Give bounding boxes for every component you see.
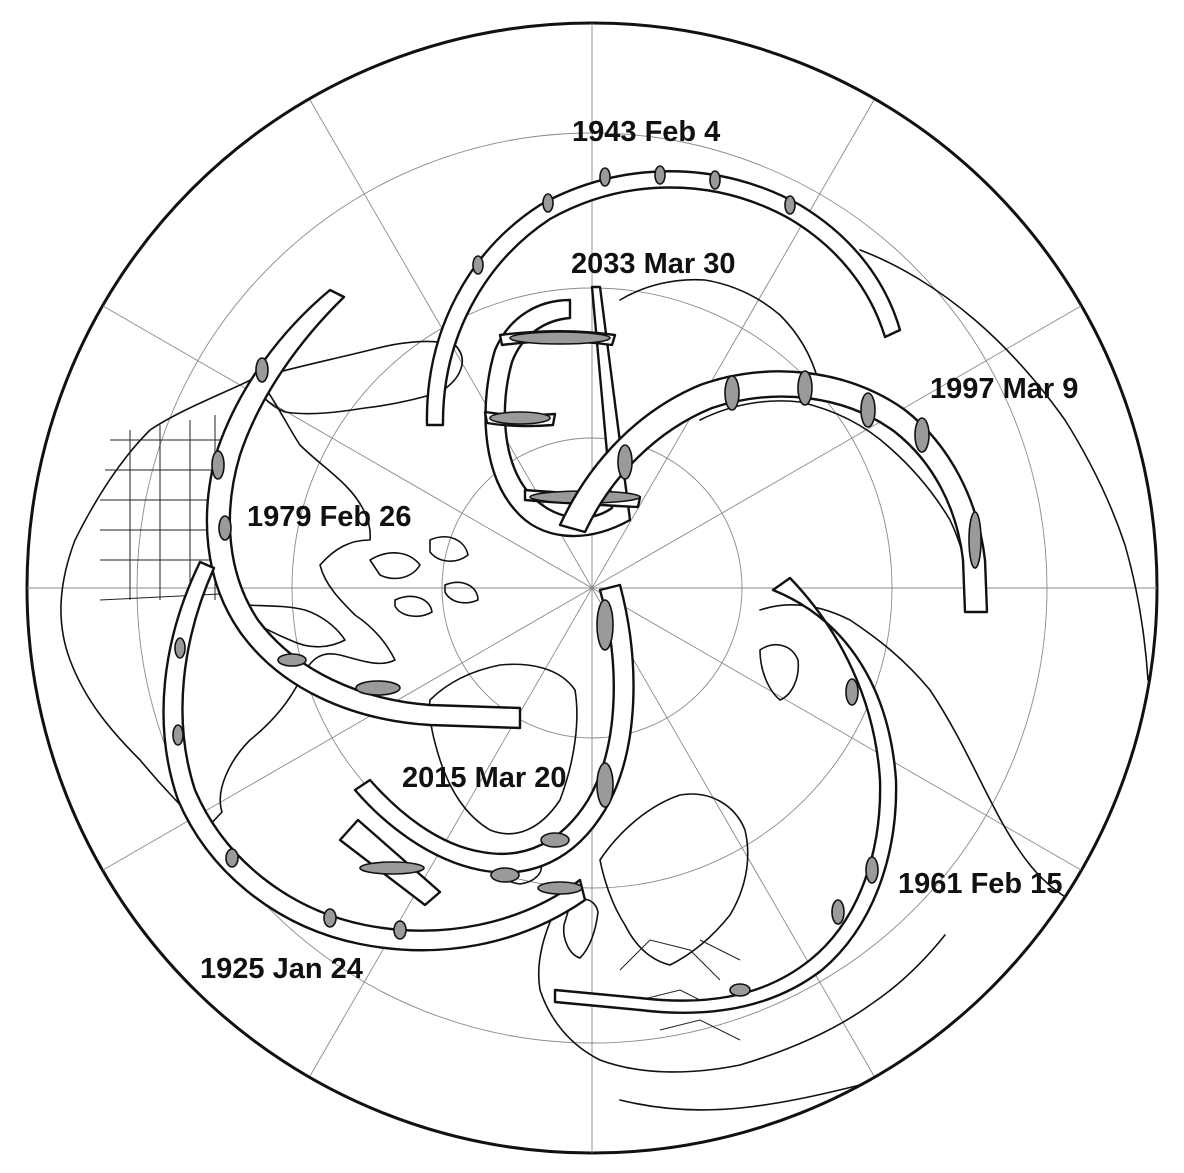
us-canada-border [99,593,221,601]
eclipse-label: 1925 Jan 24 [200,953,363,985]
eclipse-path [205,288,522,730]
totality-patch [599,167,611,187]
totality-patch [729,983,751,997]
europe-coast [537,899,946,1073]
asia-east-coast [859,249,1149,681]
eclipse-track-1997-mar-9 [558,370,989,614]
eclipse-path [162,560,587,952]
totality-patch [654,165,666,185]
eclipse-track-2015-mar-20 [338,583,635,907]
totality-patch [172,724,184,746]
canadian-arctic-islands [369,536,479,618]
totality-patch [255,357,269,383]
siberia-coast [699,400,973,596]
europe-borders [619,939,741,1041]
totality-patch [509,331,611,345]
totality-patch [709,170,721,190]
totality-patch [542,193,554,213]
totality-patch [355,680,401,696]
eurasia-north-coast [759,604,1101,916]
totality-patch [211,450,225,480]
coastlines [60,249,1149,1111]
political-borders [99,415,741,1041]
scandinavia-coast [599,793,749,966]
eclipse-track-1961-feb-15 [553,576,898,1014]
eclipse-path [353,583,635,874]
eclipse-track-1943-feb-4 [425,165,902,427]
totality-patch [489,411,551,425]
eclipse-path [425,170,902,427]
eclipse-track-1979-feb-26 [205,288,522,730]
alaska-coast [249,340,464,415]
totality-patch [218,515,232,541]
totality-patch [225,848,239,868]
totality-patch [831,899,845,925]
totality-patch [490,867,520,883]
totality-patch [323,908,337,928]
totality-patch [968,511,982,569]
totality-patch [784,195,796,215]
eclipse-track-1925-jan-24 [162,560,587,952]
totality-patch [537,881,583,895]
totality-patch [596,599,614,651]
eclipse-label: 1997 Mar 9 [930,373,1078,405]
totality-patch [724,375,740,411]
eclipse-label: 1961 Feb 15 [898,868,1062,900]
meridian-line [309,99,875,1077]
totality-patch [472,255,484,275]
eclipse-label: 1943 Feb 4 [572,116,720,148]
north-america-coast [60,377,396,831]
eclipse-labels: 1943 Feb 4 2033 Mar 30 1997 Mar 9 1979 F… [200,116,1078,985]
greenland-coast [428,663,578,835]
eclipse-label: 2015 Mar 20 [402,762,566,794]
eclipse-tracks [162,165,989,1014]
totality-patch [860,392,876,428]
eclipse-label: 2033 Mar 30 [571,248,735,280]
british-isles-coast [562,898,599,959]
eclipse-label: 1979 Feb 26 [247,501,411,533]
hudson-bay-coast [231,604,346,648]
totality-patch [393,920,407,940]
africa-coast [619,1084,861,1111]
novaya-zemlya-coast [759,644,800,701]
chukotka-coast [619,278,819,381]
totality-patch [914,417,930,453]
totality-patch [174,637,186,659]
totality-patch [277,653,307,667]
totality-patch [845,678,859,706]
totality-patch [797,370,813,406]
eclipse-path [558,370,989,614]
totality-patch [596,762,614,808]
totality-patch [540,832,570,848]
eclipse-path [553,576,898,1014]
totality-patch [359,861,425,875]
totality-patch [865,856,879,884]
totality-patch [617,444,633,480]
